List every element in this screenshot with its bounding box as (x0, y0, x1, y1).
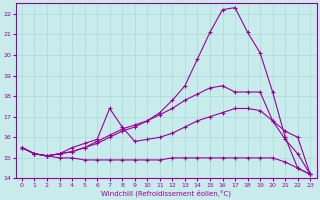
X-axis label: Windchill (Refroidissement éolien,°C): Windchill (Refroidissement éolien,°C) (101, 189, 231, 197)
